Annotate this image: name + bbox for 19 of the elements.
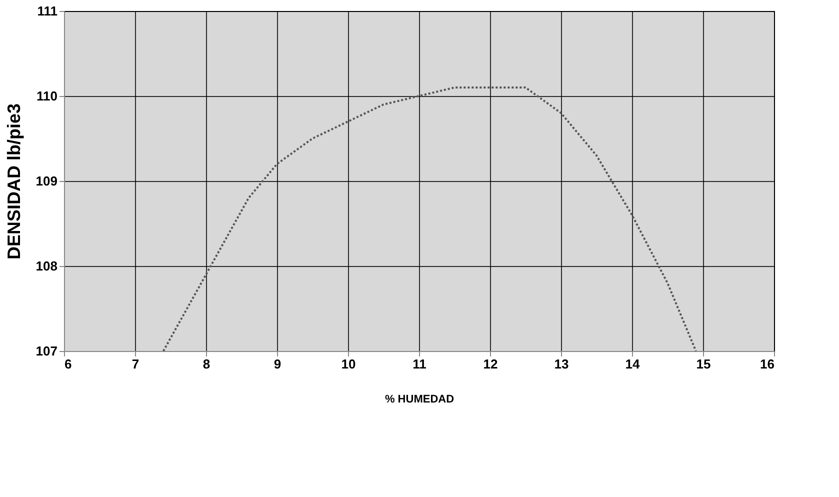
y-tick-label: 107: [36, 344, 58, 358]
x-tick-label: 13: [554, 356, 569, 372]
x-tick-label: 6: [64, 356, 72, 372]
x-axis-title: % HUMEDAD: [384, 394, 454, 406]
x-tick-label: 10: [341, 356, 356, 372]
x-tick-label: 16: [760, 356, 774, 372]
x-tick-label: 14: [625, 356, 640, 372]
x-tick-label: 11: [412, 356, 426, 372]
y-tick-label: 108: [36, 258, 58, 274]
y-axis-title: DENSIDAD lb/pie3: [4, 103, 24, 260]
x-tick-label: 8: [202, 356, 210, 372]
y-tick-label: 111: [37, 4, 58, 18]
y-tick-label: 109: [36, 174, 58, 188]
x-tick-label: 15: [696, 356, 711, 372]
x-tick-label: 12: [483, 356, 498, 372]
x-tick-label: 7: [132, 356, 140, 372]
x-tick-label: 9: [274, 356, 282, 372]
line-series: [162, 86, 697, 352]
y-tick-label: 110: [36, 88, 58, 104]
